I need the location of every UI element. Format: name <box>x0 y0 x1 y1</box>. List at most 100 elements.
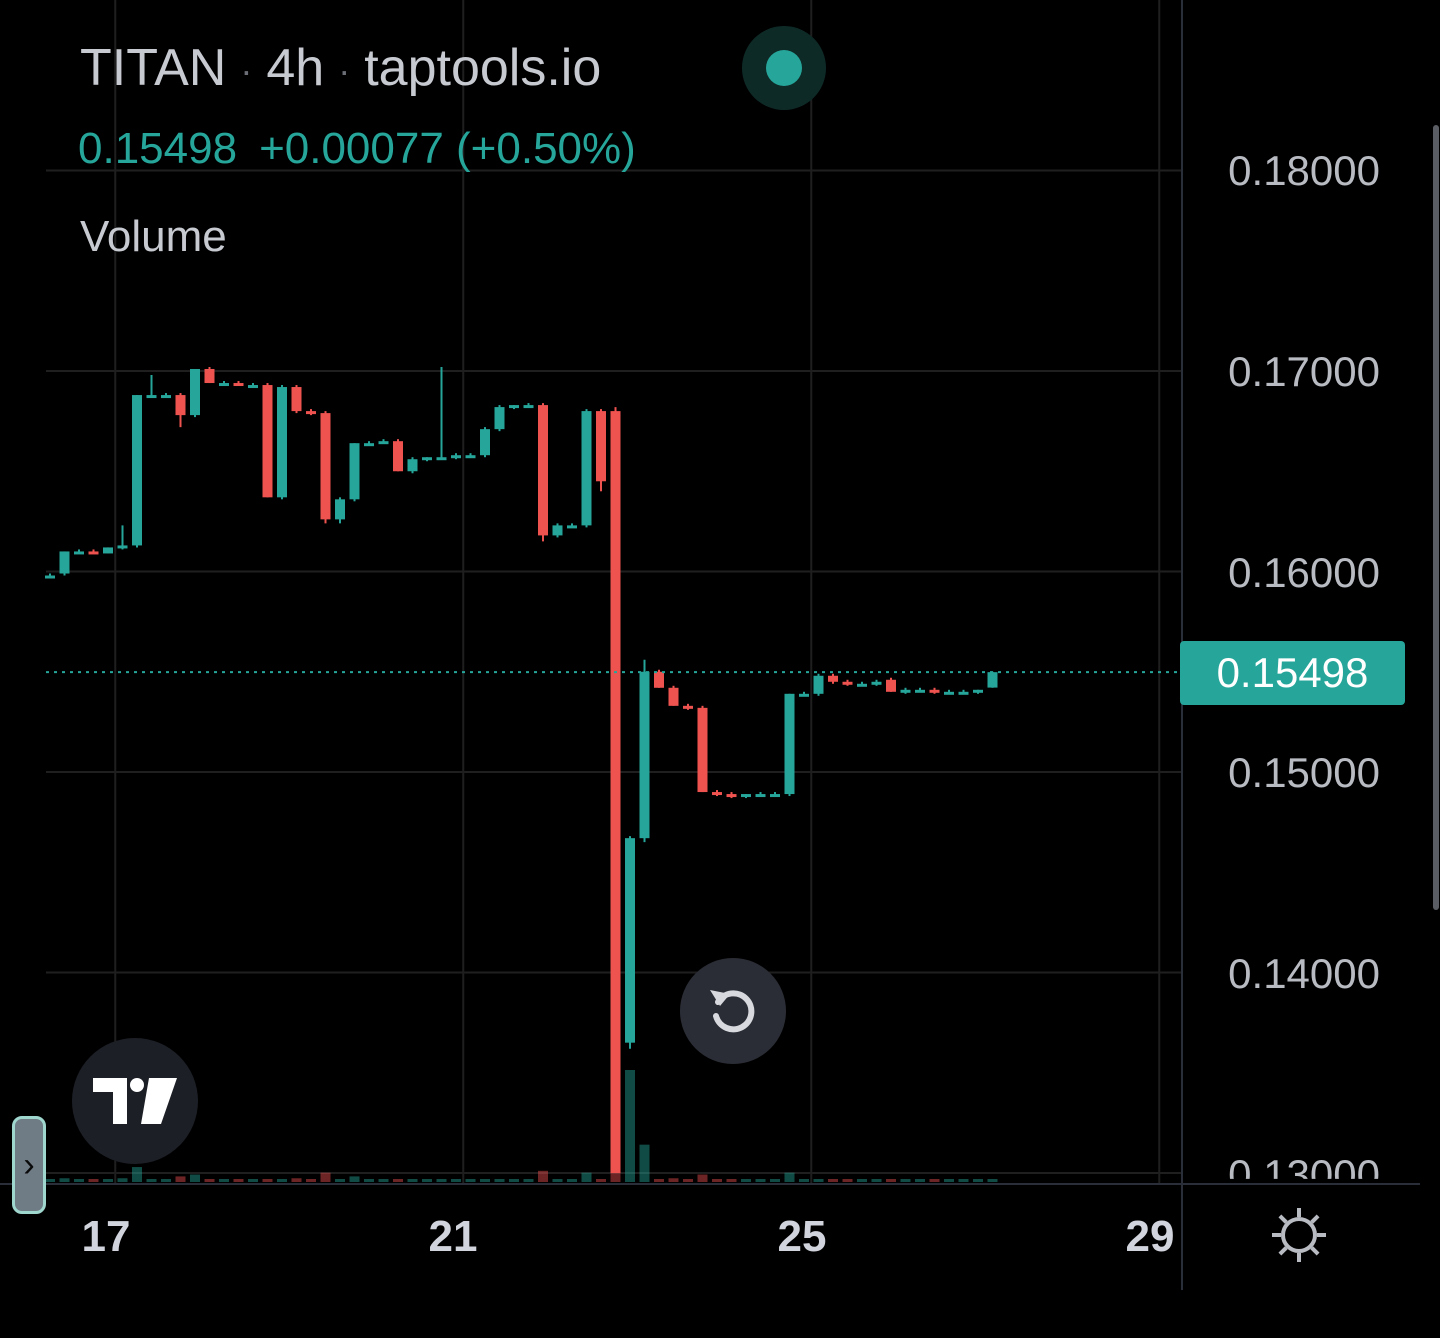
candle-body <box>871 681 882 685</box>
candle-body <box>552 525 563 536</box>
candle-body <box>596 411 606 482</box>
volume-bar <box>393 1179 403 1182</box>
price-axis-label: 0.15000 <box>1228 749 1380 796</box>
candle-body <box>59 551 70 574</box>
candle-body <box>277 387 287 498</box>
volume-bar <box>958 1179 969 1182</box>
candle-body <box>697 707 708 793</box>
volume-bar <box>45 1179 55 1182</box>
candle-body <box>393 441 403 472</box>
volume-bar <box>190 1174 200 1182</box>
volume-bar <box>842 1179 853 1182</box>
volume-bar <box>204 1179 215 1182</box>
volume-bar <box>146 1179 157 1182</box>
volume-bar <box>538 1170 548 1182</box>
candle-body <box>320 413 331 520</box>
volume-bar <box>262 1179 273 1182</box>
volume-bar <box>871 1179 882 1182</box>
candle-body <box>378 441 389 445</box>
candle-body <box>784 693 795 795</box>
candle-body <box>654 671 664 688</box>
volume-bar <box>451 1179 461 1182</box>
volume-bar <box>726 1179 737 1182</box>
volume-bar <box>277 1179 287 1182</box>
volume-bar <box>625 1070 635 1182</box>
volume-bar <box>480 1179 490 1182</box>
volume-bar <box>233 1179 244 1182</box>
volume-bar <box>828 1179 838 1182</box>
candle-body <box>857 683 867 687</box>
current-price-tag: 0.15498 <box>1180 641 1405 705</box>
gear-icon[interactable] <box>1270 1206 1328 1264</box>
candle-body <box>146 395 157 399</box>
separator-dot: · <box>240 50 253 92</box>
chart-grid <box>46 0 1182 1184</box>
candle-body <box>842 681 853 685</box>
candle-body <box>45 575 55 579</box>
volume-bar <box>306 1179 316 1182</box>
candle-body <box>190 368 200 416</box>
price-scale-scrollbar[interactable] <box>1433 125 1439 910</box>
candle-body <box>770 794 780 798</box>
volume-bar <box>857 1179 867 1182</box>
candle-body <box>233 383 244 387</box>
volume-bar <box>755 1179 766 1182</box>
candle-body <box>900 689 911 693</box>
candle-body <box>494 407 505 430</box>
price-axis-label: 0.18000 <box>1228 147 1380 194</box>
volume-bar <box>378 1179 389 1182</box>
candle-body <box>683 705 693 709</box>
candle-body <box>741 794 751 798</box>
candle-body <box>987 672 998 688</box>
candle-body <box>219 383 229 387</box>
candle-body <box>567 525 577 529</box>
candle-body <box>828 675 838 682</box>
candle-body <box>886 679 896 692</box>
last-price-value: 0.15498 <box>78 124 238 173</box>
candle-body <box>958 691 969 695</box>
candle-body <box>726 794 737 798</box>
interval-label[interactable]: 4h <box>266 39 325 97</box>
reset-view-icon[interactable] <box>680 958 786 1064</box>
candle-body <box>349 443 360 500</box>
price-axis-label: 0.14000 <box>1228 950 1380 997</box>
candle-body <box>436 457 447 461</box>
candle-body <box>639 671 650 839</box>
candle-body <box>755 794 766 798</box>
volume-bar <box>712 1179 722 1182</box>
volume-bar <box>494 1179 505 1182</box>
volume-bar <box>886 1179 896 1182</box>
candle-body <box>538 405 548 536</box>
candle-body <box>813 675 824 694</box>
volume-bar <box>581 1172 592 1182</box>
source-label: taptools.io <box>364 39 602 97</box>
volume-bar <box>407 1179 418 1182</box>
candle-body <box>465 455 476 459</box>
volume-bar <box>422 1179 432 1182</box>
volume-bar <box>813 1179 824 1182</box>
volume-bar <box>465 1179 476 1182</box>
candle-body <box>335 499 345 520</box>
price-axis-label: 0.13000 <box>1228 1151 1380 1198</box>
volume-bar <box>668 1178 679 1182</box>
candle-body <box>175 395 186 416</box>
time-axis-label: 29 <box>1125 1212 1175 1261</box>
volume-bar <box>175 1176 186 1182</box>
time-axis-label: 25 <box>777 1212 827 1261</box>
volume-bar <box>335 1179 345 1182</box>
candle-body <box>973 689 983 693</box>
volume-bar <box>509 1179 519 1182</box>
tradingview-logo-icon[interactable] <box>72 1038 198 1164</box>
volume-bar <box>59 1178 70 1182</box>
volume-bar <box>799 1179 809 1182</box>
candle-body <box>929 689 940 693</box>
chevron-right-icon[interactable]: › <box>12 1116 46 1214</box>
volume-bar <box>944 1179 954 1182</box>
volume-legend-label[interactable]: Volume <box>80 212 227 261</box>
volume-bar <box>132 1167 142 1182</box>
volume-bar <box>973 1179 983 1182</box>
price-candles <box>45 366 998 1174</box>
candle-body <box>610 411 621 1174</box>
symbol-name[interactable]: TITAN <box>80 39 227 97</box>
